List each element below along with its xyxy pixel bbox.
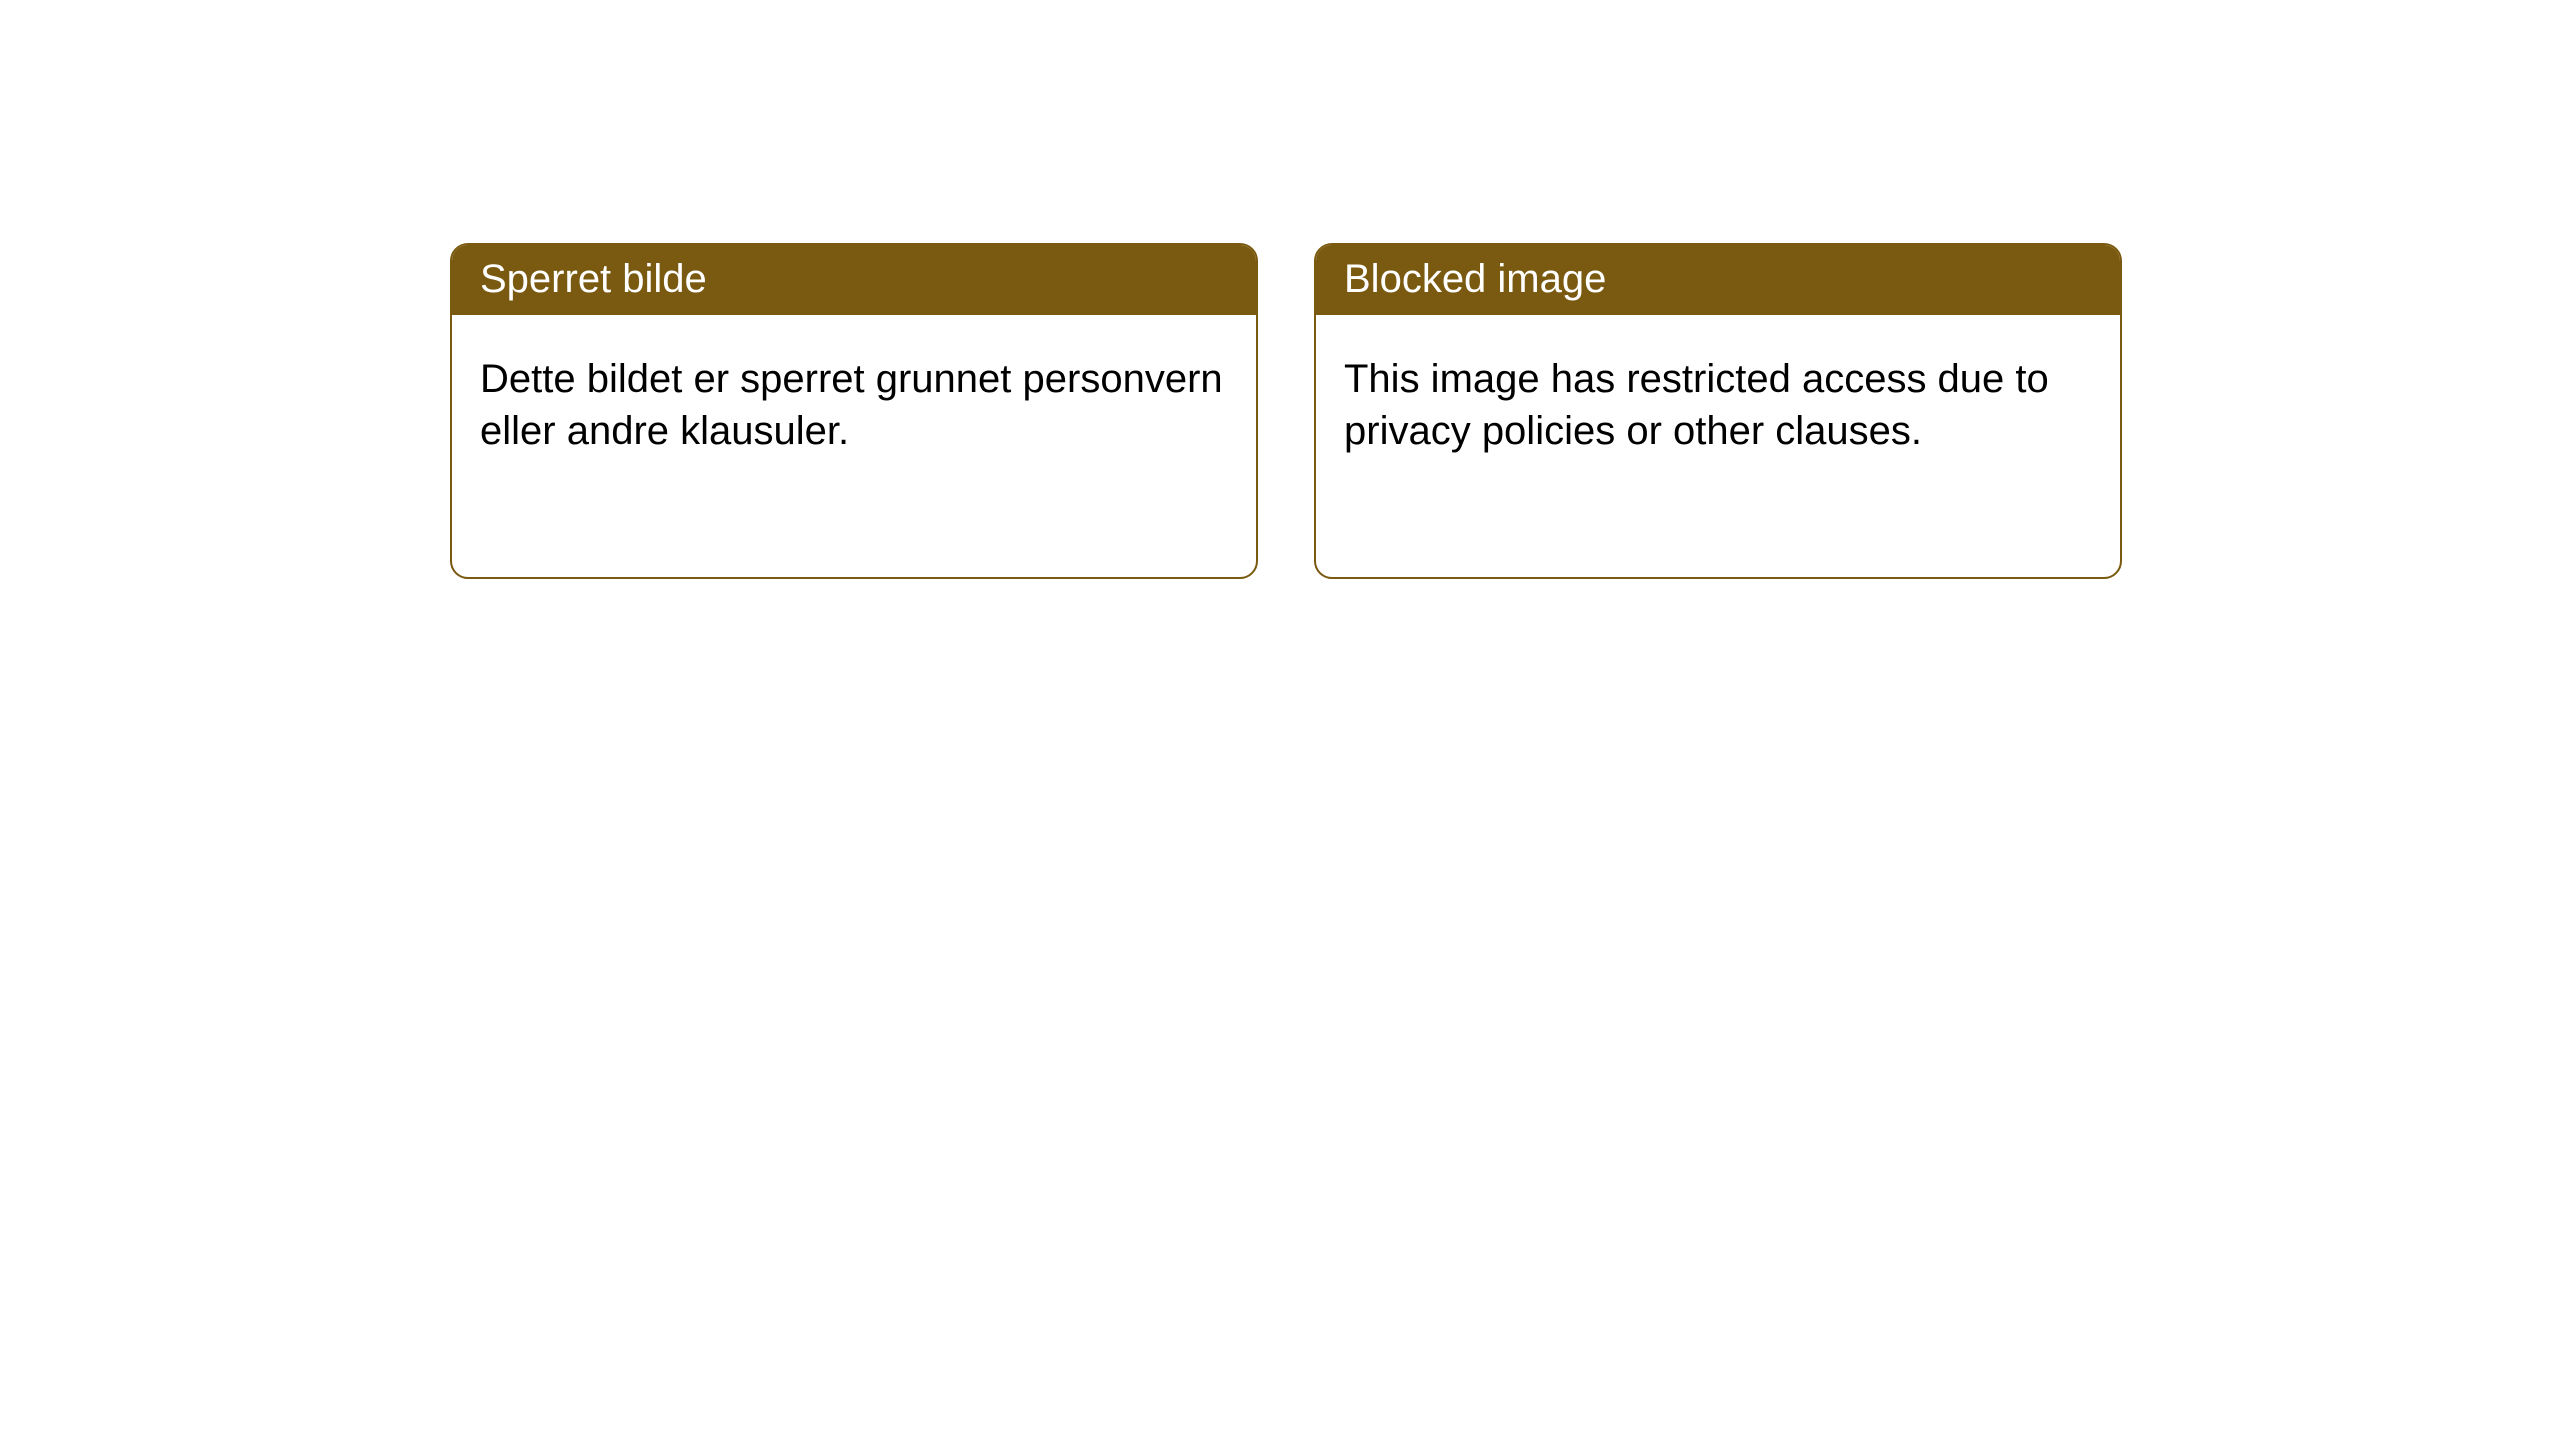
card-message: Dette bildet er sperret grunnet personve… <box>480 357 1223 453</box>
card-message: This image has restricted access due to … <box>1344 357 2049 453</box>
notice-card-norwegian: Sperret bilde Dette bildet er sperret gr… <box>450 243 1258 579</box>
card-header: Sperret bilde <box>452 245 1256 315</box>
card-header: Blocked image <box>1316 245 2120 315</box>
notice-card-english: Blocked image This image has restricted … <box>1314 243 2122 579</box>
card-title: Sperret bilde <box>480 257 707 301</box>
card-body: Dette bildet er sperret grunnet personve… <box>452 315 1256 485</box>
notice-cards-container: Sperret bilde Dette bildet er sperret gr… <box>0 0 2560 579</box>
card-body: This image has restricted access due to … <box>1316 315 2120 485</box>
card-title: Blocked image <box>1344 257 1606 301</box>
